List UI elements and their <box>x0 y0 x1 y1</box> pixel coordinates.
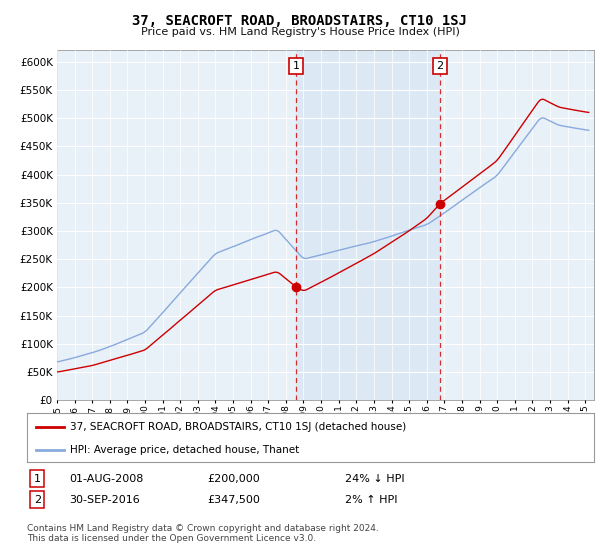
Text: 37, SEACROFT ROAD, BROADSTAIRS, CT10 1SJ (detached house): 37, SEACROFT ROAD, BROADSTAIRS, CT10 1SJ… <box>70 422 406 432</box>
Text: £347,500: £347,500 <box>207 494 260 505</box>
Text: 30-SEP-2016: 30-SEP-2016 <box>69 494 140 505</box>
Text: 01-AUG-2008: 01-AUG-2008 <box>69 474 143 484</box>
Text: 1: 1 <box>34 474 41 484</box>
Text: 24% ↓ HPI: 24% ↓ HPI <box>345 474 404 484</box>
Text: Contains HM Land Registry data © Crown copyright and database right 2024.
This d: Contains HM Land Registry data © Crown c… <box>27 524 379 543</box>
Bar <box>296 50 440 400</box>
Text: 2% ↑ HPI: 2% ↑ HPI <box>345 494 398 505</box>
Text: 2: 2 <box>436 61 443 71</box>
Text: 37, SEACROFT ROAD, BROADSTAIRS, CT10 1SJ: 37, SEACROFT ROAD, BROADSTAIRS, CT10 1SJ <box>133 14 467 28</box>
Text: £200,000: £200,000 <box>207 474 260 484</box>
Text: Price paid vs. HM Land Registry's House Price Index (HPI): Price paid vs. HM Land Registry's House … <box>140 27 460 37</box>
Text: HPI: Average price, detached house, Thanet: HPI: Average price, detached house, Than… <box>70 445 299 455</box>
Text: 2: 2 <box>34 494 41 505</box>
Text: 1: 1 <box>293 61 299 71</box>
